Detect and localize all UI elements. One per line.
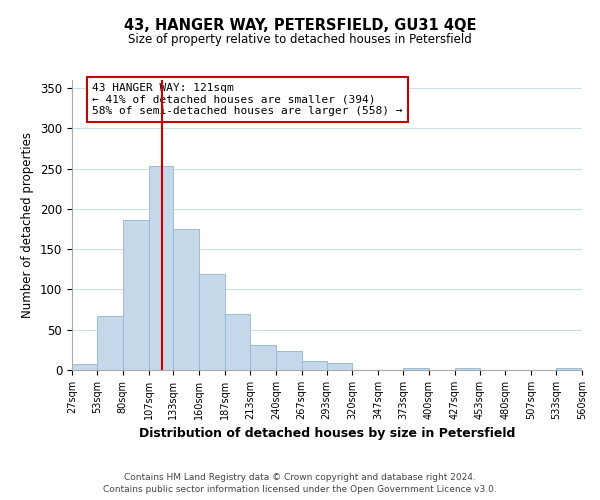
Bar: [326, 363, 352, 370]
Text: Size of property relative to detached houses in Petersfield: Size of property relative to detached ho…: [128, 32, 472, 46]
Text: Contains HM Land Registry data © Crown copyright and database right 2024.: Contains HM Land Registry data © Crown c…: [124, 472, 476, 482]
Text: 43 HANGER WAY: 121sqm
← 41% of detached houses are smaller (394)
58% of semi-det: 43 HANGER WAY: 121sqm ← 41% of detached …: [92, 83, 403, 116]
Y-axis label: Number of detached properties: Number of detached properties: [22, 132, 34, 318]
Bar: [403, 368, 429, 370]
Bar: [556, 368, 582, 370]
Bar: [250, 345, 276, 370]
Text: 43, HANGER WAY, PETERSFIELD, GU31 4QE: 43, HANGER WAY, PETERSFIELD, GU31 4QE: [124, 18, 476, 32]
Bar: [149, 166, 173, 370]
Text: Contains public sector information licensed under the Open Government Licence v3: Contains public sector information licen…: [103, 485, 497, 494]
Bar: [173, 229, 199, 370]
Bar: [302, 361, 326, 370]
Bar: [276, 350, 302, 370]
Bar: [225, 314, 250, 370]
X-axis label: Distribution of detached houses by size in Petersfield: Distribution of detached houses by size …: [139, 428, 515, 440]
Bar: [97, 316, 123, 370]
Bar: [199, 274, 225, 370]
Bar: [72, 364, 97, 370]
Bar: [455, 368, 479, 370]
Bar: [123, 220, 149, 370]
